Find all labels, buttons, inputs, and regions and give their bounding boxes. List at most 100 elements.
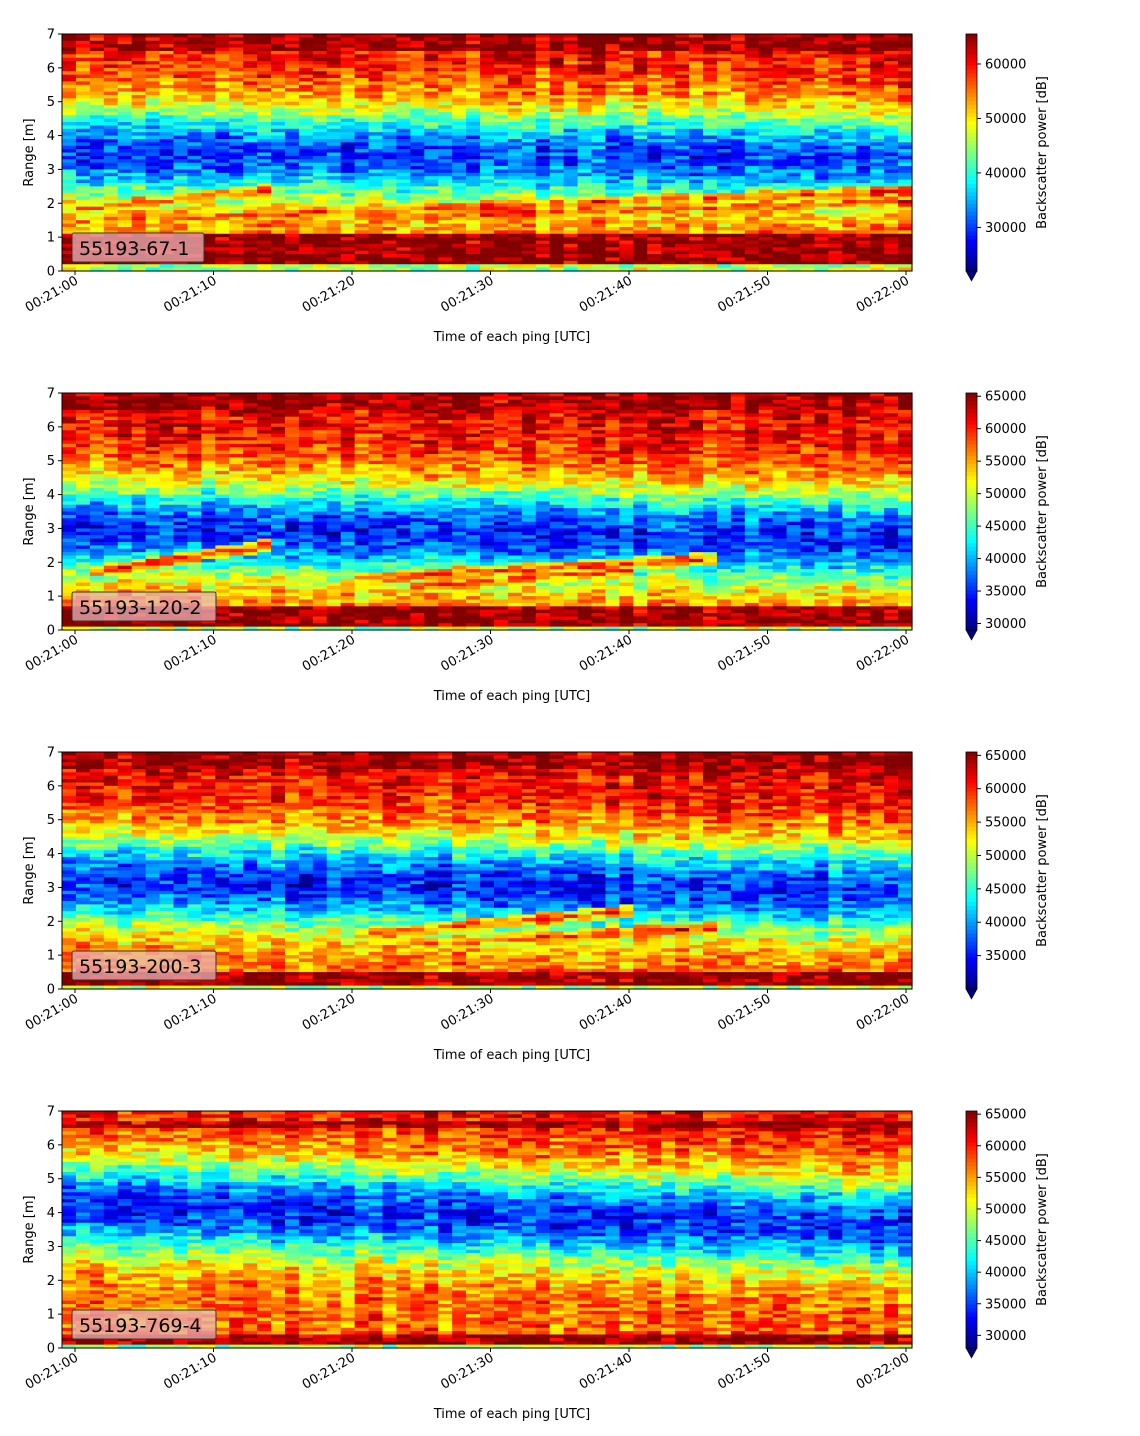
heatmap-cell bbox=[396, 61, 411, 66]
heatmap-cell bbox=[75, 220, 91, 225]
heatmap-cell bbox=[173, 57, 189, 62]
heatmap-cell bbox=[424, 155, 439, 160]
heatmap-cell bbox=[312, 260, 328, 265]
heatmap-cell bbox=[368, 250, 384, 255]
heatmap-cell bbox=[173, 203, 189, 208]
heatmap-cell bbox=[145, 193, 161, 198]
heatmap-cell bbox=[298, 213, 314, 218]
heatmap-cell bbox=[131, 196, 147, 201]
heatmap-cell bbox=[438, 203, 453, 208]
heatmap-cell bbox=[75, 44, 91, 49]
heatmap-cell bbox=[354, 223, 370, 228]
heatmap-cell bbox=[368, 118, 384, 123]
heatmap-cell bbox=[145, 135, 161, 140]
heatmap-cell bbox=[438, 196, 453, 201]
heatmap-cell bbox=[62, 122, 77, 127]
heatmap-cell bbox=[201, 50, 216, 55]
heatmap-cell bbox=[229, 128, 244, 133]
heatmap-cell bbox=[89, 118, 105, 123]
heatmap-cell bbox=[117, 223, 133, 228]
heatmap-cell bbox=[173, 98, 189, 103]
heatmap-cell bbox=[159, 179, 175, 184]
heatmap-cell bbox=[89, 203, 105, 208]
heatmap-cell bbox=[382, 61, 398, 66]
heatmap-cell bbox=[131, 34, 147, 38]
heatmap-cell bbox=[271, 233, 286, 238]
heatmap-cell bbox=[452, 179, 467, 184]
colorbar-segment bbox=[966, 223, 977, 229]
heatmap-cell bbox=[466, 186, 481, 191]
heatmap-cell bbox=[284, 206, 300, 211]
heatmap-cell bbox=[438, 226, 453, 231]
heatmap-cell bbox=[326, 84, 342, 89]
heatmap-cell bbox=[452, 149, 467, 154]
heatmap-cell bbox=[368, 216, 384, 221]
heatmap-cell bbox=[159, 152, 175, 157]
heatmap-cell bbox=[243, 40, 258, 45]
heatmap-cell bbox=[326, 54, 342, 59]
colorbar-segment bbox=[966, 97, 977, 102]
heatmap-cell bbox=[173, 88, 189, 93]
heatmap-cell bbox=[75, 125, 91, 130]
heatmap-cell bbox=[131, 220, 147, 225]
heatmap-cell bbox=[424, 94, 439, 99]
heatmap-cell bbox=[271, 179, 286, 184]
heatmap-cell bbox=[257, 78, 272, 82]
heatmap-cell bbox=[187, 176, 202, 181]
heatmap-cell bbox=[89, 57, 105, 62]
heatmap-cell bbox=[145, 142, 161, 147]
heatmap-cell bbox=[354, 166, 370, 171]
heatmap-cell bbox=[438, 145, 453, 150]
heatmap-cell bbox=[103, 40, 119, 45]
heatmap-cell bbox=[382, 88, 398, 93]
heatmap-cell bbox=[62, 169, 77, 174]
heatmap-cell bbox=[229, 210, 244, 215]
heatmap-cell bbox=[243, 57, 258, 62]
heatmap-cell bbox=[438, 98, 453, 103]
heatmap-cell bbox=[62, 81, 77, 86]
heatmap-cell bbox=[326, 226, 342, 231]
heatmap-cell bbox=[396, 84, 411, 89]
heatmap-cell bbox=[243, 243, 258, 248]
heatmap-cell bbox=[382, 40, 398, 45]
heatmap-cell bbox=[145, 166, 161, 171]
heatmap-cell bbox=[229, 220, 244, 225]
heatmap-cell bbox=[62, 257, 77, 262]
heatmap-cell bbox=[424, 47, 439, 52]
heatmap-cell bbox=[229, 213, 244, 218]
heatmap-cell bbox=[368, 84, 384, 89]
heatmap-cell bbox=[382, 145, 398, 150]
colorbar-segment bbox=[966, 160, 977, 165]
heatmap-cell bbox=[326, 243, 342, 248]
heatmap-cell bbox=[159, 176, 175, 181]
heatmap-cell bbox=[103, 260, 119, 265]
heatmap-cell bbox=[145, 172, 161, 177]
heatmap-cell bbox=[326, 135, 342, 140]
heatmap-cell bbox=[131, 159, 147, 164]
heatmap-cell bbox=[243, 206, 258, 211]
heatmap-cell bbox=[354, 213, 370, 218]
heatmap-cell bbox=[298, 233, 314, 238]
heatmap-cell bbox=[89, 108, 105, 113]
heatmap-cell bbox=[326, 94, 342, 99]
heatmap-cell bbox=[312, 108, 328, 113]
heatmap-cell bbox=[187, 199, 202, 204]
heatmap-cell bbox=[368, 142, 384, 147]
heatmap-cell bbox=[89, 230, 105, 235]
heatmap-cell bbox=[452, 199, 467, 204]
heatmap-cell bbox=[89, 166, 105, 171]
heatmap-cell bbox=[340, 37, 356, 42]
heatmap-cell bbox=[396, 152, 411, 157]
heatmap-cell bbox=[159, 138, 175, 143]
heatmap-cell bbox=[243, 237, 258, 242]
heatmap-cell bbox=[103, 94, 119, 99]
heatmap-cell bbox=[229, 81, 244, 86]
heatmap-cell bbox=[438, 189, 453, 194]
heatmap-cell bbox=[173, 210, 189, 215]
heatmap-cell bbox=[466, 88, 481, 93]
heatmap-cell bbox=[326, 206, 342, 211]
heatmap-cell bbox=[201, 67, 216, 72]
heatmap-cell bbox=[243, 101, 258, 106]
heatmap-cell bbox=[340, 78, 356, 82]
heatmap-cell bbox=[187, 74, 202, 79]
